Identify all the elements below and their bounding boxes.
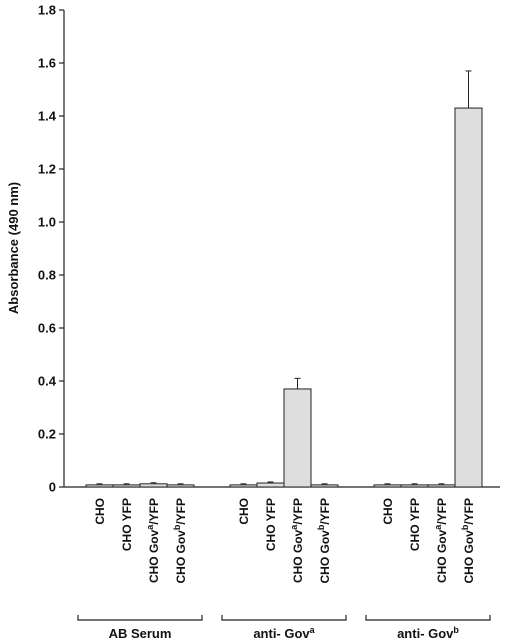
x-tick-label: CHO YFP: [408, 498, 422, 551]
x-tick-label-main: CHO: [237, 498, 251, 525]
y-tick-label: 1.2: [38, 162, 56, 177]
x-tick-label-tail: /YFP: [291, 498, 305, 525]
x-tick-label-superscript: b: [172, 524, 182, 530]
x-tick-label: CHO Gova/YFP: [289, 498, 305, 583]
x-tick-label: CHO Govb/YFP: [316, 498, 332, 584]
x-tick-label-main: CHO YFP: [408, 498, 422, 551]
bar: [427, 484, 456, 488]
group-label-main: anti- Gov: [253, 626, 310, 641]
x-tick-label-tail: /YFP: [147, 498, 161, 525]
x-tick-label-main: CHO: [381, 498, 395, 525]
x-tick-label-superscript: b: [316, 524, 326, 530]
bar: [400, 484, 429, 488]
y-tick-label: 0.8: [38, 268, 56, 283]
bar: [283, 388, 312, 488]
x-tick-label-main: CHO Gov: [318, 530, 332, 584]
x-tick-label-main: CHO Gov: [462, 530, 476, 584]
bar: [310, 484, 339, 488]
bar: [85, 484, 114, 488]
x-tick-label: CHO Govb/YFP: [172, 498, 188, 584]
y-tick-label: 0.6: [38, 321, 56, 336]
x-tick-label: CHO Govb/YFP: [460, 498, 476, 584]
y-tick-label: 1.0: [38, 215, 56, 230]
x-tick-label: CHO: [237, 498, 251, 525]
bar: [454, 107, 483, 488]
x-tick-label-main: CHO Gov: [435, 529, 449, 583]
y-tick-label: 1.4: [38, 109, 57, 124]
x-tick-label-superscript: a: [145, 524, 155, 530]
x-tick-label-main: CHO YFP: [120, 498, 134, 551]
x-tick-label-superscript: b: [460, 524, 470, 530]
bar: [373, 484, 402, 488]
bar: [112, 484, 141, 488]
x-tick-label-main: CHO: [93, 498, 107, 525]
y-tick-label: 1.8: [38, 3, 56, 18]
x-tick-label-tail: /YFP: [462, 498, 476, 525]
x-tick-label-main: CHO YFP: [264, 498, 278, 551]
y-tick-label: 0: [49, 480, 56, 495]
x-tick-label-tail: /YFP: [174, 498, 188, 525]
x-tick-label-tail: /YFP: [318, 498, 332, 525]
group-label: anti- Gova: [253, 625, 315, 641]
group-label-main: anti- Gov: [397, 626, 454, 641]
group-bracket: [365, 615, 491, 621]
group-label: AB Serum: [109, 626, 172, 641]
x-tick-label: CHO YFP: [120, 498, 134, 551]
x-tick-label: CHO YFP: [264, 498, 278, 551]
group-label-main: AB Serum: [109, 626, 172, 641]
bar: [139, 483, 168, 488]
x-tick-label-tail: /YFP: [435, 498, 449, 525]
group-bracket: [221, 615, 347, 621]
y-axis: 0 0.2 0.4 0.6 0.8 1.0 1.2 1.4 1.6 1.8: [38, 3, 500, 495]
x-tick-label-superscript: a: [289, 524, 299, 530]
group-label-superscript: b: [453, 625, 459, 635]
group-label: anti- Govb: [397, 625, 459, 641]
group-bracket: [77, 615, 203, 621]
bar: [229, 484, 258, 488]
y-tick-label: 0.4: [38, 374, 57, 389]
group-labels: AB Serum anti- Gova anti- Govb: [77, 615, 491, 641]
group-label-superscript: a: [310, 625, 316, 635]
x-tick-label-main: CHO Gov: [147, 529, 161, 583]
x-tick-label-main: CHO Gov: [291, 529, 305, 583]
y-axis-label: Absorbance (490 nm): [6, 182, 21, 314]
x-tick-label: CHO: [381, 498, 395, 525]
y-tick-label: 1.6: [38, 56, 56, 71]
x-tick-label-main: CHO Gov: [174, 530, 188, 584]
x-tick-label: CHO Gova/YFP: [433, 498, 449, 583]
y-tick-label: 0.2: [38, 427, 56, 442]
x-tick-label: CHO: [93, 498, 107, 525]
bar: [256, 482, 285, 488]
bars: [85, 70, 483, 488]
x-tick-label-superscript: a: [433, 524, 443, 530]
x-tick-label: CHO Gova/YFP: [145, 498, 161, 583]
bar: [166, 484, 195, 488]
